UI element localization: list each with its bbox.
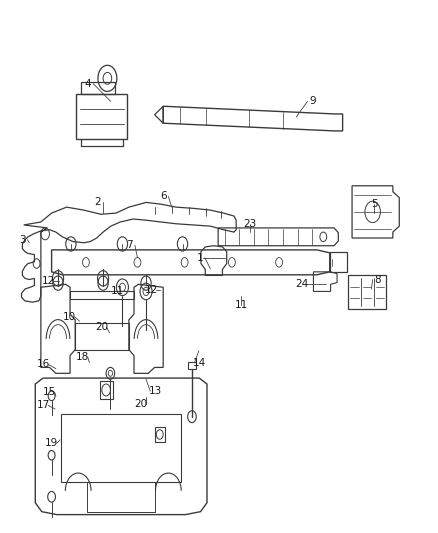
Text: 23: 23 [243,219,257,229]
Text: 12: 12 [42,276,55,286]
Text: 15: 15 [43,387,56,397]
Text: 12: 12 [145,285,158,295]
Text: 24: 24 [295,279,308,289]
Text: 20: 20 [134,399,148,409]
Text: 6: 6 [160,191,166,201]
Text: 10: 10 [63,312,76,322]
Text: 3: 3 [19,235,26,245]
Text: 13: 13 [149,386,162,396]
Text: 20: 20 [95,322,108,332]
Text: 16: 16 [36,359,49,369]
Text: 2: 2 [95,197,101,207]
Text: 11: 11 [235,300,248,310]
Text: 18: 18 [76,352,89,362]
Text: 4: 4 [85,79,92,88]
Text: 14: 14 [193,358,206,368]
Text: 1: 1 [196,253,203,263]
Text: 5: 5 [371,199,378,209]
Text: 9: 9 [309,96,316,107]
Text: 11: 11 [111,286,124,296]
Text: 8: 8 [374,274,381,285]
Text: 17: 17 [36,400,49,410]
Text: 7: 7 [127,240,133,250]
Text: 19: 19 [45,438,58,448]
